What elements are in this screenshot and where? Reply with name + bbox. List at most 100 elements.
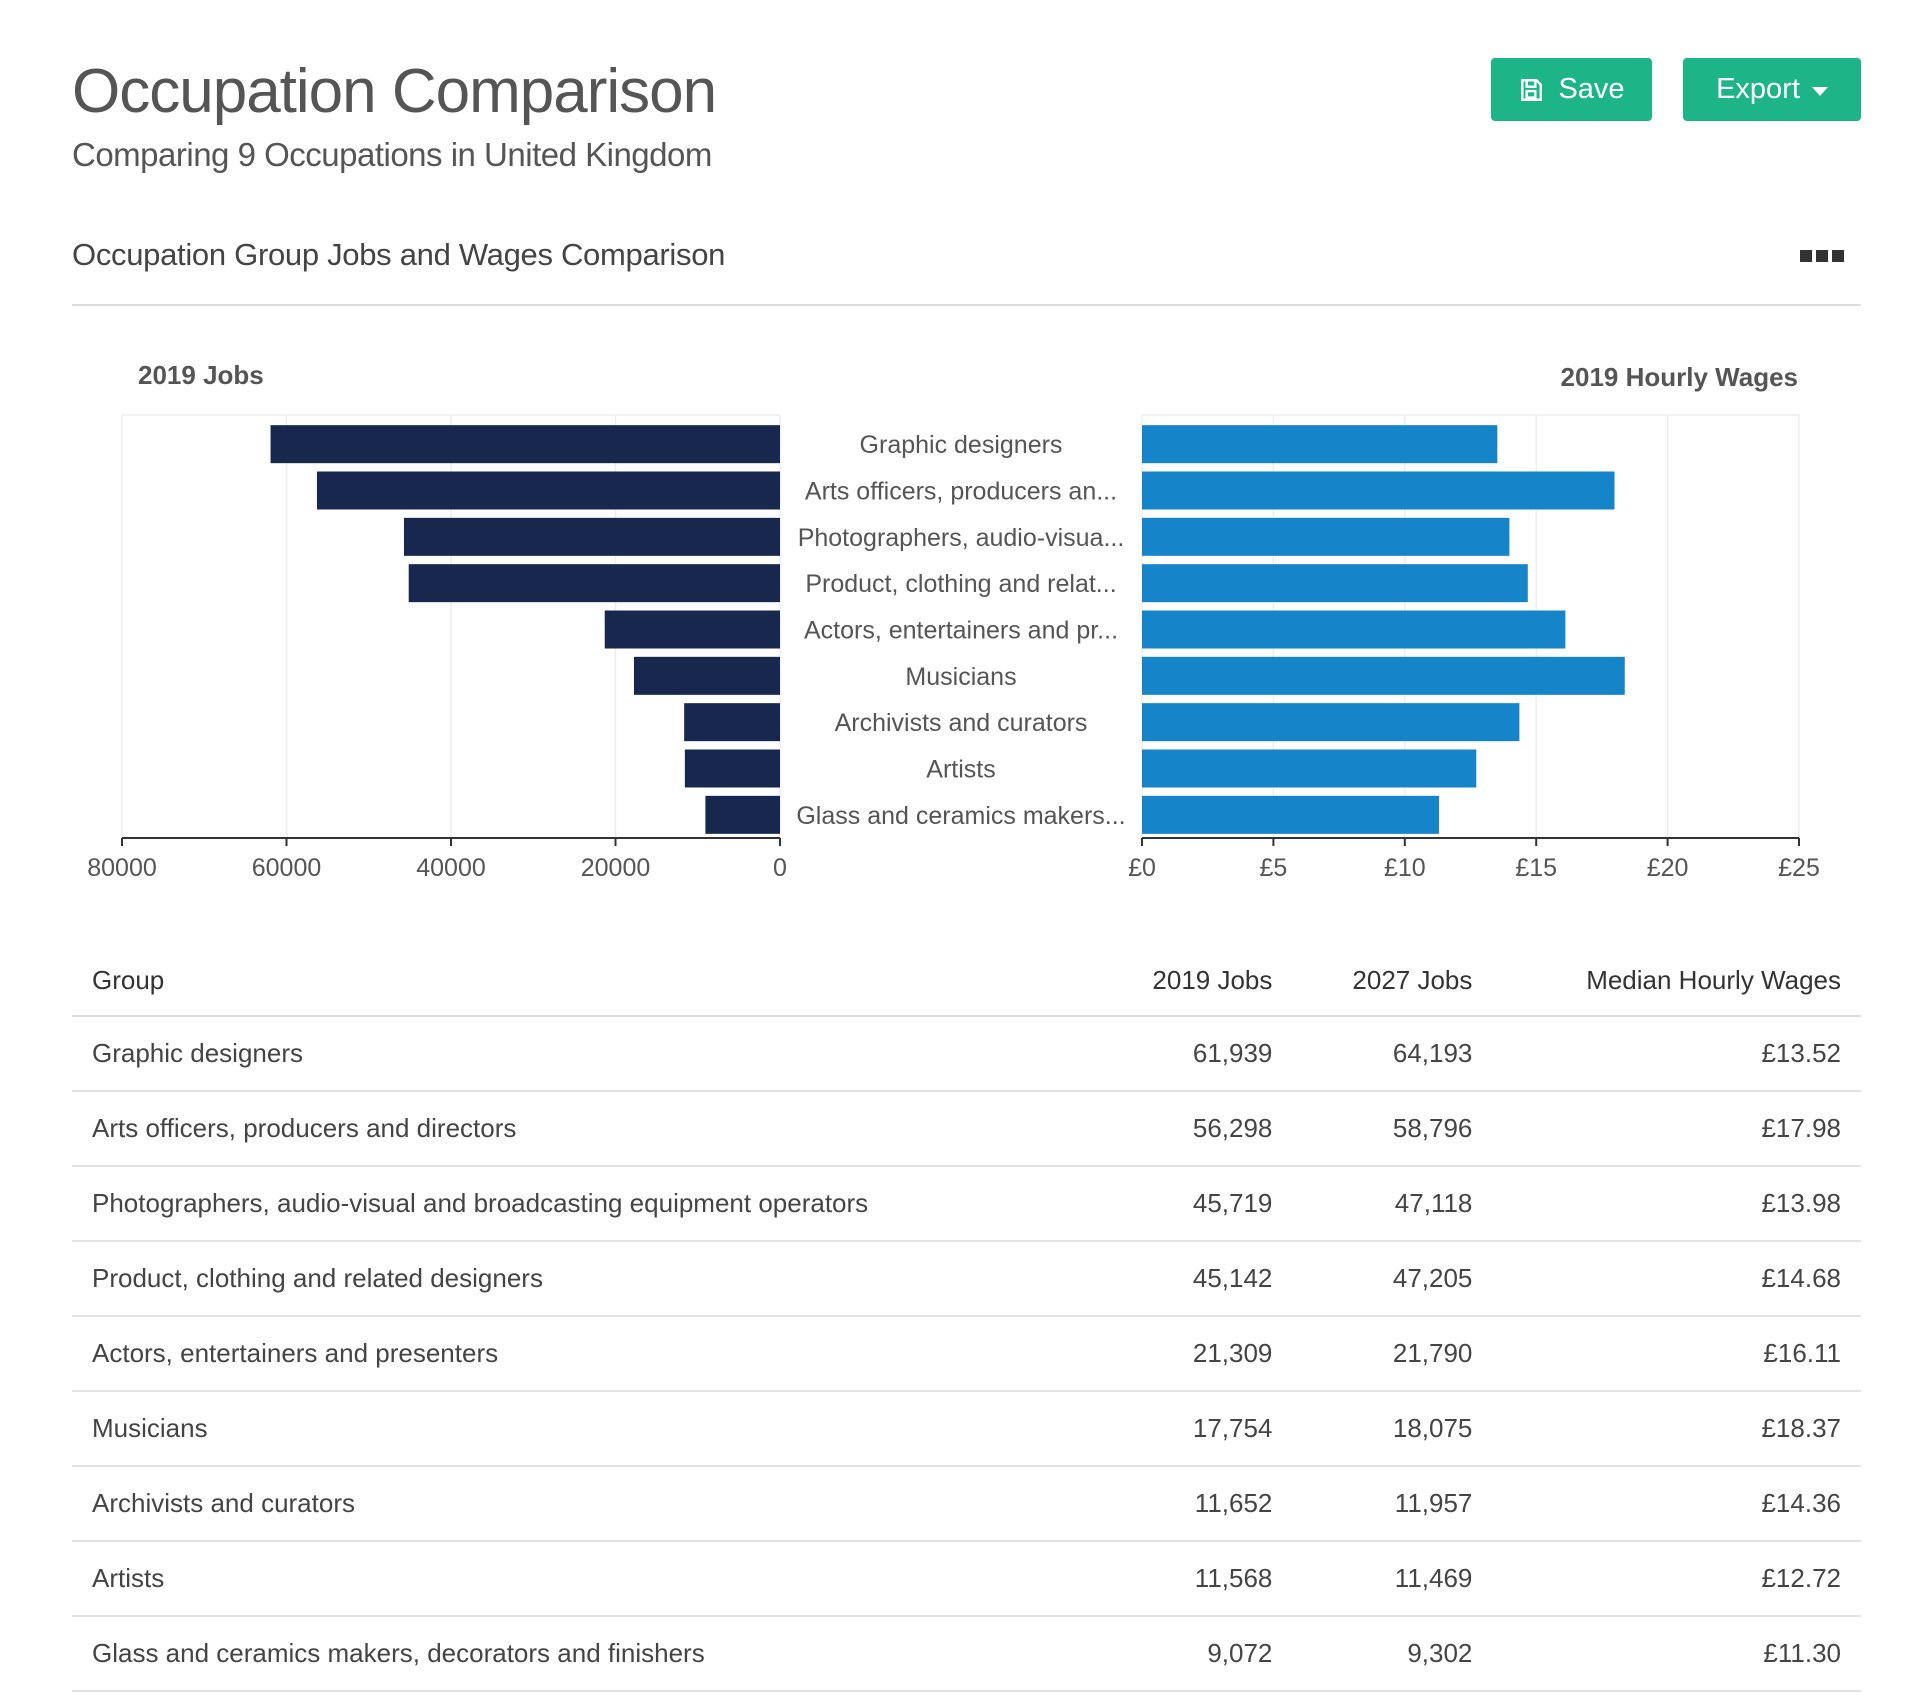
column-header-jobs-2019[interactable]: 2019 Jobs: [1092, 945, 1293, 1017]
cell-jobs-2027: 64,193: [1292, 1016, 1493, 1092]
cell-group: Actors, entertainers and presenters: [72, 1316, 1093, 1392]
wages-bar[interactable]: [1142, 564, 1528, 603]
cell-median-wage: £11.30: [1492, 1616, 1861, 1692]
jobs-bar[interactable]: [316, 471, 780, 510]
cell-jobs-2027: 47,205: [1292, 1241, 1493, 1317]
export-button-label: Export: [1716, 73, 1800, 105]
divider: [72, 304, 1861, 306]
jobs-tick-label: 0: [773, 854, 787, 882]
save-button[interactable]: Save: [1491, 58, 1652, 121]
jobs-bar[interactable]: [403, 517, 780, 556]
export-button[interactable]: Export: [1683, 58, 1861, 121]
category-label: Archivists and curators: [835, 709, 1088, 737]
cell-jobs-2027: 18,075: [1292, 1391, 1493, 1467]
jobs-chart-title: 2019 Jobs: [138, 360, 264, 390]
chevron-down-icon: [1811, 86, 1828, 96]
cell-group: Glass and ceramics makers, decorators an…: [72, 1616, 1093, 1692]
category-label: Graphic designers: [860, 431, 1063, 459]
table-row: Product, clothing and related designers 4…: [72, 1241, 1861, 1317]
cell-jobs-2019: 17,754: [1092, 1391, 1293, 1467]
wages-bar[interactable]: [1142, 795, 1439, 834]
jobs-bar[interactable]: [604, 610, 780, 649]
wages-bar[interactable]: [1142, 703, 1520, 742]
cell-median-wage: £14.68: [1492, 1241, 1861, 1317]
jobs-tick-label: 60000: [252, 854, 322, 882]
cell-median-wage: £13.52: [1492, 1016, 1861, 1092]
cell-group: Graphic designers: [72, 1016, 1093, 1092]
cell-jobs-2027: 11,957: [1292, 1466, 1493, 1542]
category-label: Product, clothing and relat...: [805, 570, 1116, 598]
cell-median-wage: £16.11: [1492, 1316, 1861, 1392]
cell-jobs-2027: 21,790: [1292, 1316, 1493, 1392]
jobs-tick-label: 20000: [581, 854, 651, 882]
more-options-icon[interactable]: [1800, 250, 1844, 262]
page-subtitle: Comparing 9 Occupations in United Kingdo…: [72, 136, 712, 174]
jobs-bar[interactable]: [705, 795, 780, 834]
category-label: Arts officers, producers an...: [805, 478, 1117, 506]
cell-jobs-2027: 58,796: [1292, 1091, 1493, 1167]
category-label: Musicians: [905, 663, 1016, 691]
table-row: Photographers, audio-visual and broadcas…: [72, 1166, 1861, 1242]
table-row: Arts officers, producers and directors 56…: [72, 1091, 1861, 1167]
wages-tick-label: £0: [1128, 854, 1156, 882]
cell-jobs-2019: 56,298: [1092, 1091, 1293, 1167]
jobs-bar[interactable]: [270, 425, 780, 464]
page-header: Occupation Comparison Comparing 9 Occupa…: [72, 57, 717, 174]
cell-group: Artists: [72, 1541, 1093, 1617]
save-icon: [1521, 78, 1543, 101]
cell-group: Musicians: [72, 1391, 1093, 1467]
cell-median-wage: £17.98: [1492, 1091, 1861, 1167]
wages-bar[interactable]: [1142, 656, 1625, 695]
jobs-bar[interactable]: [684, 749, 780, 788]
wages-tick-label: £20: [1647, 854, 1689, 882]
column-header-median-wages[interactable]: Median Hourly Wages: [1492, 945, 1861, 1017]
cell-jobs-2027: 11,469: [1292, 1541, 1493, 1617]
cell-jobs-2019: 21,309: [1092, 1316, 1293, 1392]
wages-tick-label: £10: [1384, 854, 1426, 882]
table-row: Archivists and curators 11,652 11,957 £14.3…: [72, 1466, 1861, 1542]
cell-median-wage: £12.72: [1492, 1541, 1861, 1617]
cell-median-wage: £13.98: [1492, 1166, 1861, 1242]
wages-tick-label: £15: [1515, 854, 1557, 882]
table-row: Musicians 17,754 18,075 £18.37: [72, 1391, 1861, 1467]
cell-jobs-2019: 45,719: [1092, 1166, 1293, 1242]
section-title: Occupation Group Jobs and Wages Comparis…: [72, 237, 726, 272]
cell-jobs-2027: 47,118: [1292, 1166, 1493, 1242]
comparison-table: Group 2019 Jobs 2027 Jobs Median Hourly …: [72, 945, 1861, 1692]
cell-median-wage: £14.36: [1492, 1466, 1861, 1542]
wages-tick-label: £5: [1259, 854, 1287, 882]
category-label: Glass and ceramics makers...: [796, 802, 1125, 830]
wages-bar[interactable]: [1142, 471, 1615, 510]
wages-bar[interactable]: [1142, 425, 1498, 464]
cell-group: Photographers, audio-visual and broadcas…: [72, 1166, 1093, 1242]
wages-chart-title: 2019 Hourly Wages: [1561, 362, 1798, 392]
butterfly-chart: 2019 Jobs 2019 Hourly Wages Graphic desi…: [87, 360, 1820, 882]
jobs-bar[interactable]: [408, 564, 780, 603]
jobs-bar[interactable]: [684, 703, 780, 742]
jobs-tick-label: 40000: [416, 854, 486, 882]
wages-bar[interactable]: [1142, 749, 1477, 788]
page-title: Occupation Comparison: [72, 57, 717, 126]
table-header-row: Group 2019 Jobs 2027 Jobs Median Hourly …: [72, 945, 1861, 1017]
cell-jobs-2019: 11,652: [1092, 1466, 1293, 1542]
cell-jobs-2019: 61,939: [1092, 1016, 1293, 1092]
category-label: Photographers, audio-visua...: [798, 524, 1125, 552]
cell-jobs-2019: 45,142: [1092, 1241, 1293, 1317]
cell-jobs-2019: 9,072: [1092, 1616, 1293, 1692]
cell-median-wage: £18.37: [1492, 1391, 1861, 1467]
wages-bar[interactable]: [1142, 517, 1510, 556]
category-label: Artists: [926, 756, 995, 784]
cell-jobs-2019: 11,568: [1092, 1541, 1293, 1617]
jobs-tick-label: 80000: [87, 854, 157, 882]
jobs-bar[interactable]: [633, 656, 780, 695]
table-row: Glass and ceramics makers, decorators an…: [72, 1616, 1861, 1692]
cell-group: Product, clothing and related designers: [72, 1241, 1093, 1317]
wages-bar[interactable]: [1142, 610, 1566, 649]
column-header-group[interactable]: Group: [72, 945, 1093, 1017]
category-label: Actors, entertainers and pr...: [804, 617, 1118, 645]
column-header-jobs-2027[interactable]: 2027 Jobs: [1292, 945, 1493, 1017]
cell-jobs-2027: 9,302: [1292, 1616, 1493, 1692]
wages-tick-label: £25: [1778, 854, 1820, 882]
table-row: Actors, entertainers and presenters 21,30…: [72, 1316, 1861, 1392]
table-row: Graphic designers 61,939 64,193 £13.52: [72, 1016, 1861, 1092]
